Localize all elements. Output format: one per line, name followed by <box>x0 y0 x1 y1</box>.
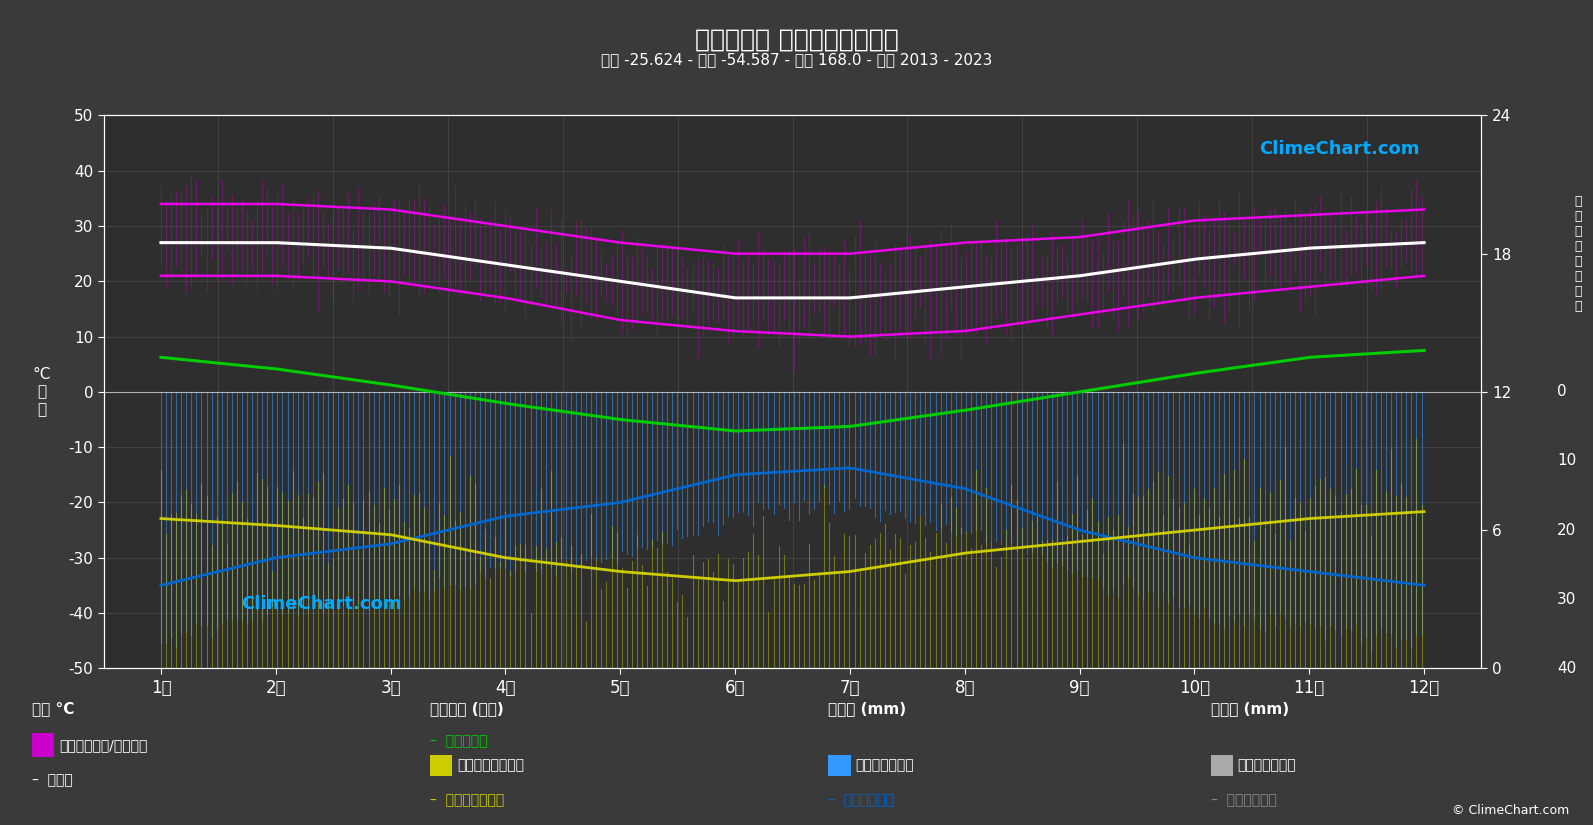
Text: ClimeChart.com: ClimeChart.com <box>1258 140 1419 158</box>
Text: 20: 20 <box>1558 522 1577 538</box>
Text: 日ごとの降雪量: 日ごとの降雪量 <box>1238 758 1297 771</box>
Text: 日
照
時
間
（
時
間
）: 日 照 時 間 （ 時 間 ） <box>1574 195 1582 313</box>
Text: 緯度 -25.624 - 経度 -54.587 - 標高 168.0 - 期間 2013 - 2023: 緯度 -25.624 - 経度 -54.587 - 標高 168.0 - 期間 … <box>601 52 992 67</box>
Text: 降雨量 (mm): 降雨量 (mm) <box>828 701 906 717</box>
Text: –  月平均降雨量: – 月平均降雨量 <box>828 794 894 808</box>
Text: ClimeChart.com: ClimeChart.com <box>242 595 401 613</box>
Text: 0: 0 <box>1558 384 1568 399</box>
Text: 降雪量 (mm): 降雪量 (mm) <box>1211 701 1289 717</box>
Text: –  日中の時間: – 日中の時間 <box>430 734 487 748</box>
Text: 日照時間 (時間): 日照時間 (時間) <box>430 701 503 717</box>
Text: 日ごとの最小/最大範囲: 日ごとの最小/最大範囲 <box>59 738 147 752</box>
Text: 日ごとの日照時間: 日ごとの日照時間 <box>457 758 524 771</box>
Text: 10: 10 <box>1558 454 1577 469</box>
Text: –  月平均降雪量: – 月平均降雪量 <box>1211 794 1276 808</box>
Text: 気温 °C: 気温 °C <box>32 701 75 717</box>
Text: 気候グラフ プエルトイグアス: 気候グラフ プエルトイグアス <box>695 27 898 51</box>
Text: © ClimeChart.com: © ClimeChart.com <box>1451 804 1569 817</box>
Text: 40: 40 <box>1558 661 1577 676</box>
Text: °C
温
度: °C 温 度 <box>32 367 51 417</box>
Text: 日ごとの降雨量: 日ごとの降雨量 <box>855 758 914 771</box>
Text: 30: 30 <box>1558 592 1577 606</box>
Text: –  月平均日照時間: – 月平均日照時間 <box>430 794 505 808</box>
Text: –  月平均: – 月平均 <box>32 773 73 787</box>
